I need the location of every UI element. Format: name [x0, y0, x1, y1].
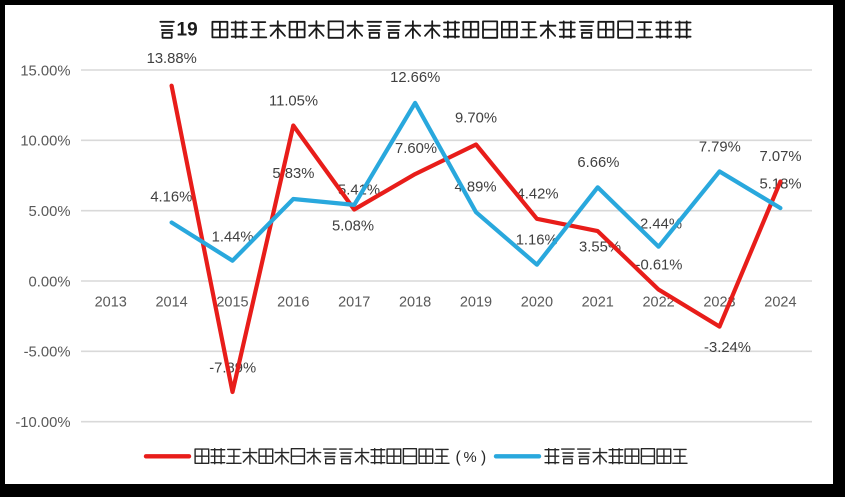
svg-text:4.42%: 4.42% — [517, 186, 559, 202]
svg-text:1.16%: 1.16% — [516, 232, 558, 248]
svg-text:2024: 2024 — [764, 294, 796, 310]
svg-text:2021: 2021 — [582, 294, 614, 310]
svg-text:): ) — [481, 449, 486, 466]
svg-text:15.00%: 15.00% — [20, 63, 70, 79]
svg-text:2015: 2015 — [216, 294, 248, 310]
svg-text:2013: 2013 — [95, 294, 127, 310]
svg-text:(: ( — [456, 449, 462, 466]
svg-text:7.79%: 7.79% — [699, 139, 741, 155]
svg-text:2022: 2022 — [642, 294, 674, 310]
svg-text:%: % — [464, 450, 477, 466]
svg-text:13.88%: 13.88% — [147, 51, 197, 67]
svg-text:-5.00%: -5.00% — [24, 345, 71, 361]
svg-text:-10.00%: -10.00% — [15, 415, 70, 431]
svg-text:5.00%: 5.00% — [29, 204, 71, 220]
svg-text:1.44%: 1.44% — [212, 229, 254, 245]
svg-text:-0.61%: -0.61% — [636, 257, 683, 273]
svg-text:0.00%: 0.00% — [29, 274, 71, 290]
svg-text:-3.24%: -3.24% — [704, 340, 751, 356]
svg-text:7.60%: 7.60% — [395, 141, 437, 157]
svg-text:11.05%: 11.05% — [269, 93, 318, 109]
svg-text:5.83%: 5.83% — [272, 166, 314, 182]
svg-text:5.41%: 5.41% — [338, 182, 380, 198]
svg-text:9.70%: 9.70% — [455, 110, 497, 126]
svg-text:19: 19 — [177, 20, 198, 41]
svg-text:2014: 2014 — [155, 294, 187, 310]
svg-text:5.08%: 5.08% — [332, 218, 374, 234]
svg-text:12.66%: 12.66% — [390, 70, 440, 86]
svg-text:2016: 2016 — [277, 294, 309, 310]
svg-text:10.00%: 10.00% — [20, 134, 70, 150]
svg-text:2018: 2018 — [399, 294, 431, 310]
svg-text:7.07%: 7.07% — [760, 149, 802, 165]
svg-text:2020: 2020 — [521, 294, 553, 310]
svg-text:6.66%: 6.66% — [577, 155, 619, 171]
svg-text:4.16%: 4.16% — [150, 189, 192, 205]
svg-text:2019: 2019 — [460, 294, 492, 310]
svg-text:2017: 2017 — [338, 294, 370, 310]
svg-text:-7.89%: -7.89% — [209, 360, 256, 376]
